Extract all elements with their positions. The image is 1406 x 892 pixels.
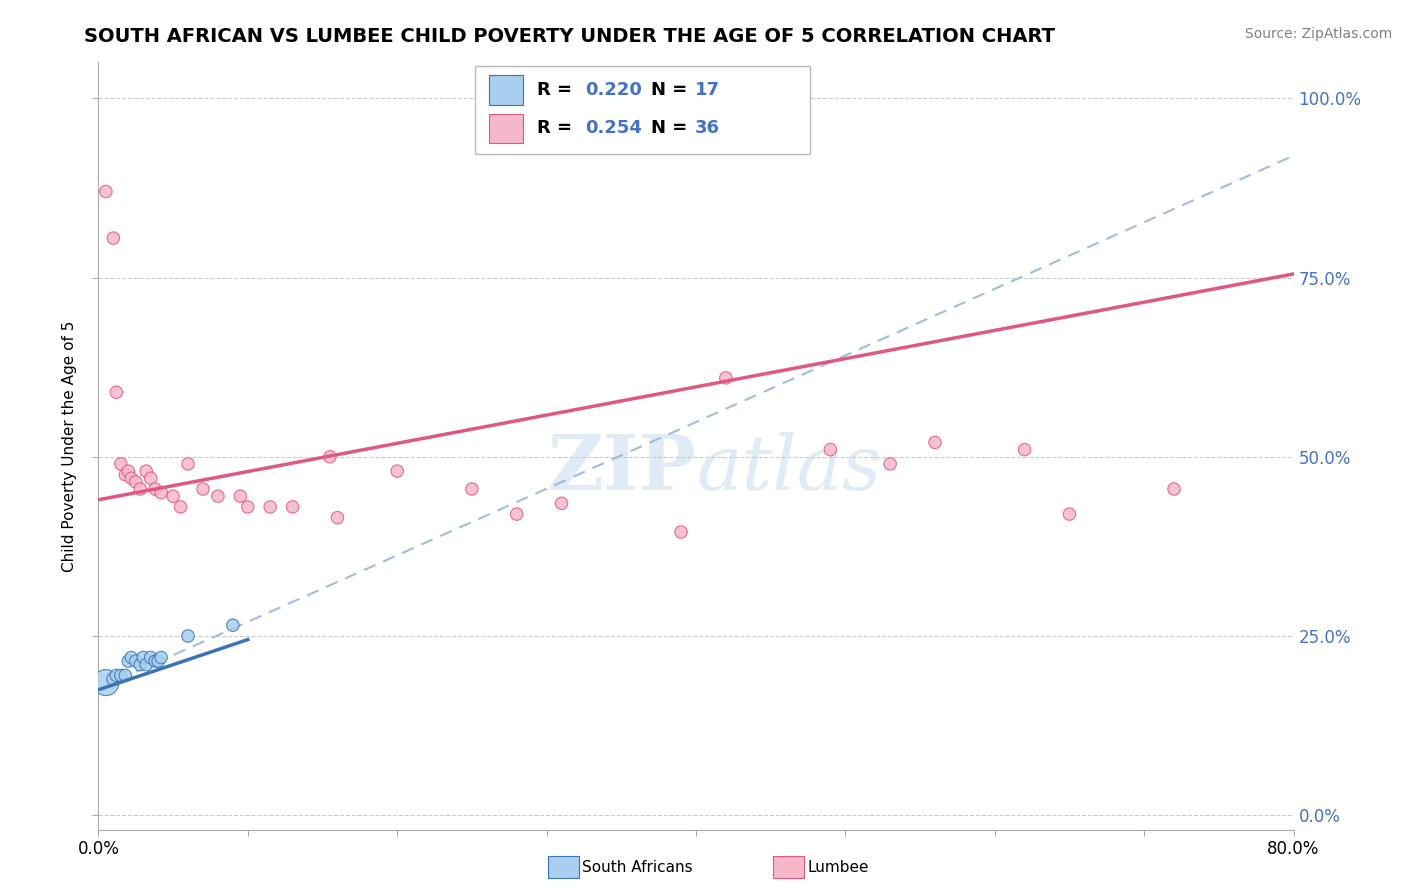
Point	[135, 657, 157, 672]
Point	[94, 675, 117, 690]
Text: 0.254: 0.254	[585, 120, 641, 137]
Point	[139, 471, 162, 485]
Point	[326, 510, 349, 524]
Point	[94, 185, 117, 199]
Point	[110, 457, 132, 471]
Point	[120, 650, 142, 665]
Point	[1014, 442, 1036, 457]
Point	[105, 668, 128, 682]
Point	[150, 650, 173, 665]
Point	[461, 482, 484, 496]
Text: atlas: atlas	[696, 432, 882, 506]
Point	[114, 467, 136, 482]
Point	[132, 650, 155, 665]
Point	[114, 668, 136, 682]
Text: R =: R =	[537, 81, 578, 99]
Bar	[489, 114, 523, 143]
Text: SOUTH AFRICAN VS LUMBEE CHILD POVERTY UNDER THE AGE OF 5 CORRELATION CHART: SOUTH AFRICAN VS LUMBEE CHILD POVERTY UN…	[84, 27, 1056, 45]
Point	[103, 672, 125, 686]
Point	[148, 654, 170, 668]
Point	[506, 507, 529, 521]
Text: Lumbee: Lumbee	[807, 860, 869, 874]
Bar	[489, 76, 523, 104]
Point	[924, 435, 946, 450]
Text: R =: R =	[537, 120, 578, 137]
Point	[139, 650, 162, 665]
Point	[191, 482, 214, 496]
Text: Source: ZipAtlas.com: Source: ZipAtlas.com	[1244, 27, 1392, 41]
Point	[125, 475, 148, 489]
Text: 36: 36	[695, 120, 720, 137]
Y-axis label: Child Poverty Under the Age of 5: Child Poverty Under the Age of 5	[62, 320, 77, 572]
Point	[143, 482, 166, 496]
Point	[385, 464, 409, 478]
Text: N =: N =	[651, 120, 693, 137]
Text: South Africans: South Africans	[582, 860, 693, 874]
Point	[143, 654, 166, 668]
Point	[820, 442, 842, 457]
Bar	[475, 66, 810, 154]
Point	[129, 657, 152, 672]
Point	[236, 500, 259, 514]
Point	[129, 482, 152, 496]
Point	[120, 471, 142, 485]
Text: 17: 17	[695, 81, 720, 99]
Point	[207, 489, 229, 503]
Point	[229, 489, 252, 503]
Point	[222, 618, 245, 632]
Point	[105, 385, 128, 400]
Point	[135, 464, 157, 478]
Point	[117, 654, 139, 668]
Text: N =: N =	[651, 81, 693, 99]
Point	[669, 524, 692, 539]
Point	[177, 629, 200, 643]
Point	[150, 485, 173, 500]
Point	[177, 457, 200, 471]
Point	[110, 668, 132, 682]
Point	[550, 496, 572, 510]
Point	[1163, 482, 1185, 496]
Point	[281, 500, 304, 514]
Point	[319, 450, 342, 464]
Point	[1059, 507, 1081, 521]
Text: 0.220: 0.220	[585, 81, 641, 99]
Point	[117, 464, 139, 478]
Point	[162, 489, 184, 503]
Point	[714, 371, 737, 385]
Point	[169, 500, 191, 514]
Point	[103, 231, 125, 245]
Text: ZIP: ZIP	[547, 432, 696, 506]
Point	[259, 500, 281, 514]
Point	[879, 457, 901, 471]
Point	[125, 654, 148, 668]
